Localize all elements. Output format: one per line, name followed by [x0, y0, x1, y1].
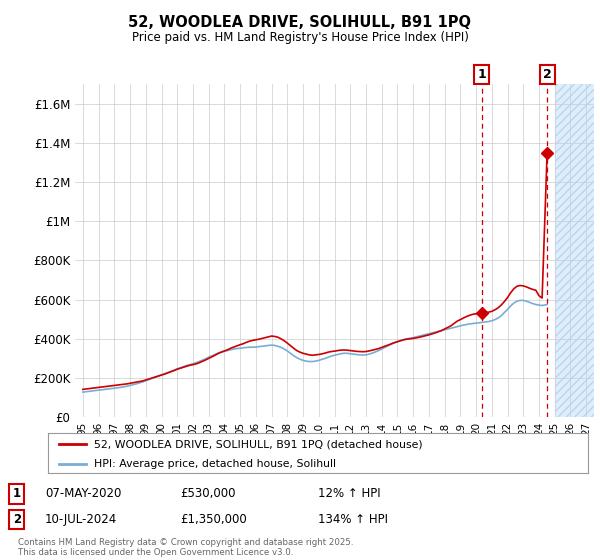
Text: 1: 1 [13, 487, 21, 501]
Text: 2: 2 [13, 513, 21, 526]
Text: 134% ↑ HPI: 134% ↑ HPI [318, 513, 388, 526]
Text: £1,350,000: £1,350,000 [180, 513, 247, 526]
Text: Contains HM Land Registry data © Crown copyright and database right 2025.
This d: Contains HM Land Registry data © Crown c… [18, 538, 353, 557]
Text: HPI: Average price, detached house, Solihull: HPI: Average price, detached house, Soli… [94, 459, 336, 469]
Text: 52, WOODLEA DRIVE, SOLIHULL, B91 1PQ (detached house): 52, WOODLEA DRIVE, SOLIHULL, B91 1PQ (de… [94, 439, 422, 449]
Text: 12% ↑ HPI: 12% ↑ HPI [318, 487, 380, 501]
Bar [554, 84, 594, 417]
Text: 07-MAY-2020: 07-MAY-2020 [45, 487, 121, 501]
Text: 52, WOODLEA DRIVE, SOLIHULL, B91 1PQ: 52, WOODLEA DRIVE, SOLIHULL, B91 1PQ [128, 15, 472, 30]
Bar [554, 84, 594, 417]
Text: 10-JUL-2024: 10-JUL-2024 [45, 513, 117, 526]
Text: 1: 1 [477, 68, 486, 81]
Text: Price paid vs. HM Land Registry's House Price Index (HPI): Price paid vs. HM Land Registry's House … [131, 31, 469, 44]
Text: £530,000: £530,000 [180, 487, 235, 501]
Text: 2: 2 [543, 68, 551, 81]
